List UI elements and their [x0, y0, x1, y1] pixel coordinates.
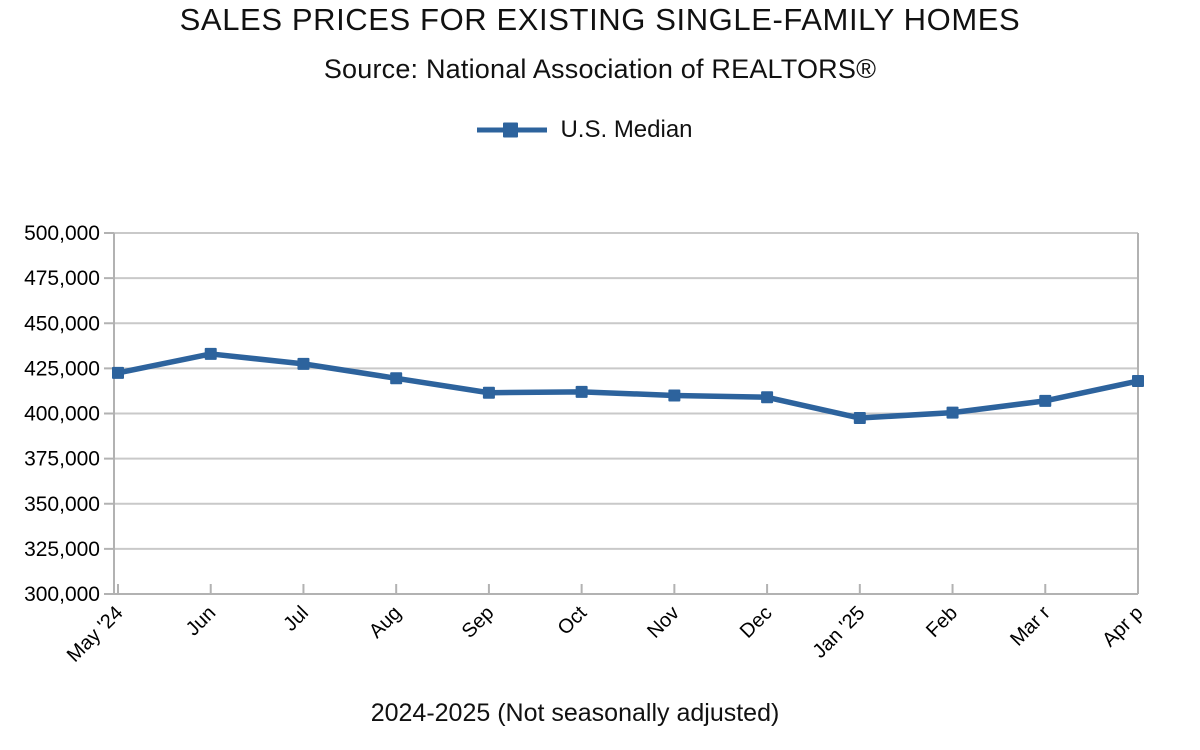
data-point[interactable]: [946, 406, 959, 419]
data-point[interactable]: [297, 357, 310, 370]
data-line[interactable]: [117, 351, 1139, 421]
legend-marker-icon: [477, 122, 548, 138]
x-axis-label: Jan '25: [809, 602, 870, 663]
y-axis-label: 425,000: [24, 357, 100, 380]
data-point[interactable]: [204, 347, 217, 360]
chart-title: SALES PRICES FOR EXISTING SINGLE-FAMILY …: [179, 2, 1021, 37]
data-point[interactable]: [575, 385, 588, 398]
x-axis-label: Sep: [458, 602, 499, 643]
data-point[interactable]: [112, 366, 124, 379]
y-axis-label: 300,000: [24, 583, 100, 606]
x-axis-label: May '24: [63, 602, 128, 667]
legend: U.S. Median: [0, 116, 1185, 144]
x-axis-label: Aug: [365, 602, 406, 643]
y-axis-label: 325,000: [24, 538, 100, 561]
data-point[interactable]: [668, 389, 681, 402]
data-point[interactable]: [1039, 394, 1052, 407]
data-point[interactable]: [853, 412, 866, 425]
x-axis-label: Apr p: [1098, 602, 1147, 651]
y-axis-label: 350,000: [24, 493, 100, 516]
y-axis-label: 475,000: [24, 267, 100, 290]
axis-caption: 2024-2025 (Not seasonally adjusted): [370, 699, 780, 727]
x-axis-label: Jul: [279, 602, 313, 636]
x-axis-label: Dec: [736, 602, 777, 643]
data-point[interactable]: [482, 386, 495, 399]
data-point[interactable]: [1132, 375, 1144, 388]
x-axis-label: Nov: [643, 602, 684, 643]
x-axis-label: Oct: [554, 602, 592, 640]
x-axis-label: Mar r: [1006, 602, 1055, 651]
data-point[interactable]: [390, 372, 403, 385]
y-axis-label: 375,000: [24, 448, 100, 471]
y-axis-label: 400,000: [24, 403, 100, 426]
x-axis-label: Feb: [922, 602, 962, 642]
chart-subtitle: Source: National Association of REALTORS…: [323, 54, 877, 84]
legend-label: U.S. Median: [560, 116, 693, 143]
legend-item-us-median[interactable]: U.S. Median: [477, 116, 693, 144]
y-axis-label: 500,000: [24, 222, 100, 245]
data-point[interactable]: [761, 391, 774, 404]
x-axis-label: Jun: [182, 602, 220, 640]
y-axis-label: 450,000: [24, 312, 100, 335]
